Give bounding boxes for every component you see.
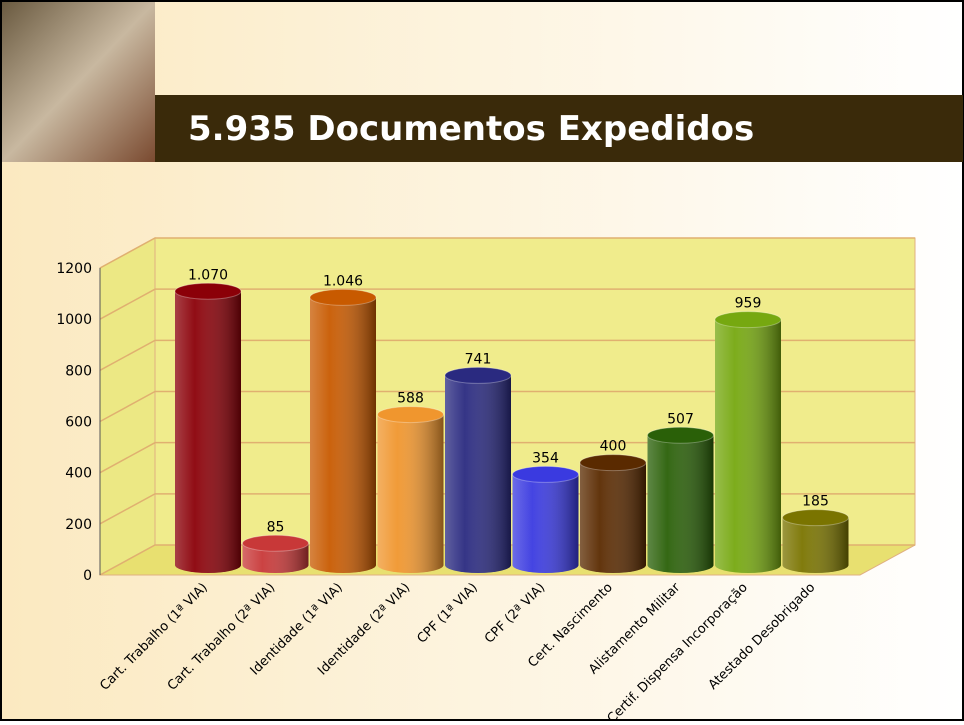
y-tick-label: 600 <box>65 415 92 431</box>
value-label: 1.046 <box>323 273 363 289</box>
y-tick-label: 800 <box>65 363 92 379</box>
photo <box>2 2 155 162</box>
bar-top <box>714 311 782 329</box>
bar <box>242 534 309 573</box>
bar-top <box>782 509 849 527</box>
bar <box>377 406 444 573</box>
value-label: 400 <box>600 439 627 455</box>
bar <box>647 426 714 573</box>
bar <box>714 311 782 573</box>
grid-line <box>99 390 915 423</box>
y-tick-label: 1200 <box>56 261 92 277</box>
bar-top <box>579 454 647 472</box>
bar-shade <box>175 291 241 573</box>
bar-top <box>377 406 444 424</box>
header-bar <box>155 95 963 162</box>
bar-top <box>174 282 242 300</box>
value-label: 588 <box>397 391 424 407</box>
bar-shade <box>242 543 309 573</box>
grid-line <box>99 339 915 371</box>
bar-shade <box>647 435 714 573</box>
bar-top <box>242 534 309 552</box>
value-label: 741 <box>465 351 492 367</box>
value-label: 85 <box>267 519 285 535</box>
bar-shade <box>512 474 579 573</box>
bar-shade <box>715 319 781 573</box>
grid-line <box>99 288 915 320</box>
y-tick-label: 0 <box>83 568 92 584</box>
bar-top <box>444 366 512 384</box>
bar <box>309 288 377 573</box>
grid-line <box>99 237 915 269</box>
bar <box>174 282 242 573</box>
bar-shade <box>445 375 511 573</box>
bar-shade <box>580 462 646 573</box>
bar <box>782 509 849 573</box>
y-tick-label: 400 <box>65 466 92 482</box>
value-label: 354 <box>532 450 559 466</box>
chart-title: 5.935 Documentos Expedidos <box>188 109 754 149</box>
bar-shade <box>782 517 849 573</box>
y-tick-label: 1000 <box>56 312 92 328</box>
bar-shade <box>310 297 376 573</box>
bar <box>579 454 647 573</box>
y-tick-label: 200 <box>65 517 92 533</box>
value-label: 185 <box>802 494 829 510</box>
bar-shade <box>377 414 444 573</box>
bar-top <box>512 465 579 483</box>
bar <box>444 366 512 573</box>
bar <box>512 465 579 573</box>
value-label: 507 <box>667 411 694 427</box>
value-label: 1.070 <box>188 267 228 283</box>
value-label: 959 <box>735 296 762 312</box>
bar-top <box>309 288 377 306</box>
bar-top <box>647 426 714 444</box>
